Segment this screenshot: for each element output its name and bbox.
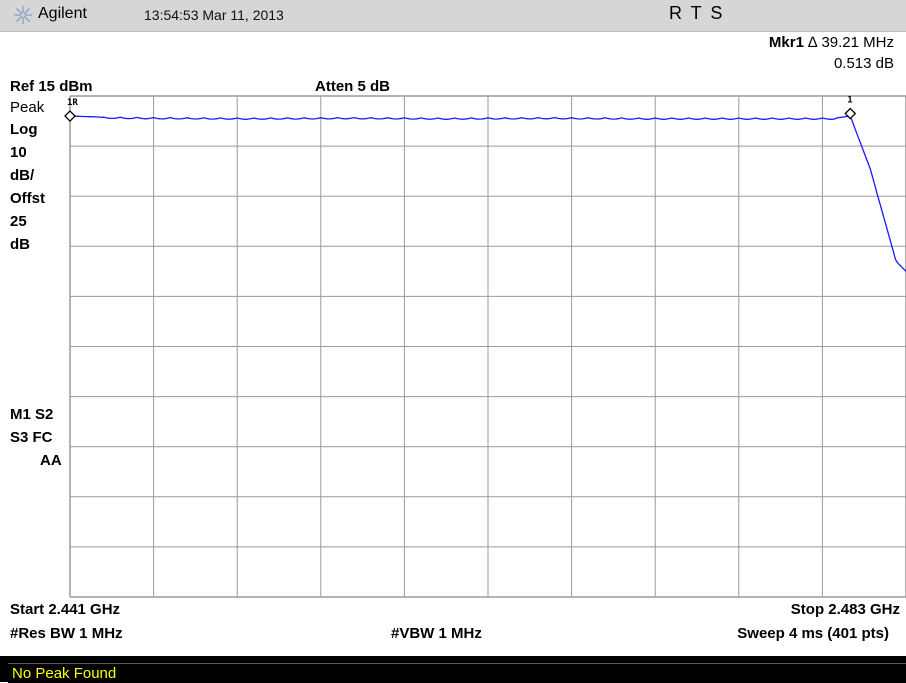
marker-diamond xyxy=(844,107,857,120)
marker-diamond xyxy=(64,110,76,122)
video-bandwidth: #VBW 1 MHz xyxy=(391,625,482,642)
brand-name: Agilent xyxy=(38,5,87,22)
marker-readout: Mkr1 ∆ 39.21 MHz xyxy=(769,34,894,51)
resolution-bandwidth: #Res BW 1 MHz xyxy=(10,625,123,642)
reference-level: Ref 15 dBm xyxy=(10,78,93,95)
status-line-1: M1 S2 xyxy=(10,406,54,423)
message-text: No Peak Found xyxy=(12,665,117,682)
status-line-2: S3 FC xyxy=(10,429,53,446)
marker-amplitude: 0.513 dB xyxy=(833,55,894,72)
message-bar: No Peak Found xyxy=(0,656,906,683)
marker-label: 1R xyxy=(67,98,78,108)
sweep-time: Sweep 4 ms (401 pts) xyxy=(737,625,889,642)
status-line-3: AA xyxy=(40,452,62,469)
scale-label-unit: dB/ xyxy=(10,167,35,184)
scale-label-value: 10 xyxy=(10,144,27,161)
agilent-spark-icon xyxy=(14,6,32,24)
marker-label: 1 xyxy=(847,96,852,106)
marker-layer: 1R 1 xyxy=(64,96,857,122)
trace-line xyxy=(69,115,906,272)
offset-value: 25 xyxy=(10,213,27,230)
scale-label-log: Log xyxy=(10,121,38,138)
title-bar: Agilent 13:54:53 Mar 11, 2013 R T S xyxy=(0,0,906,32)
status-indicators: R T S xyxy=(669,3,725,23)
start-frequency: Start 2.441 GHz xyxy=(10,601,121,618)
detector-mode: Peak xyxy=(10,99,45,116)
delta-symbol: ∆ xyxy=(808,34,818,51)
marker-frequency: 39.21 MHz xyxy=(821,34,894,51)
attenuation: Atten 5 dB xyxy=(315,78,390,95)
message-box: No Peak Found xyxy=(8,663,906,683)
offset-unit: dB xyxy=(10,236,30,253)
offset-label: Offst xyxy=(10,190,45,207)
marker-label: Mkr1 xyxy=(768,34,804,51)
timestamp: 13:54:53 Mar 11, 2013 xyxy=(144,7,284,23)
graticule xyxy=(69,95,906,598)
stop-frequency: Stop 2.483 GHz xyxy=(790,601,900,618)
